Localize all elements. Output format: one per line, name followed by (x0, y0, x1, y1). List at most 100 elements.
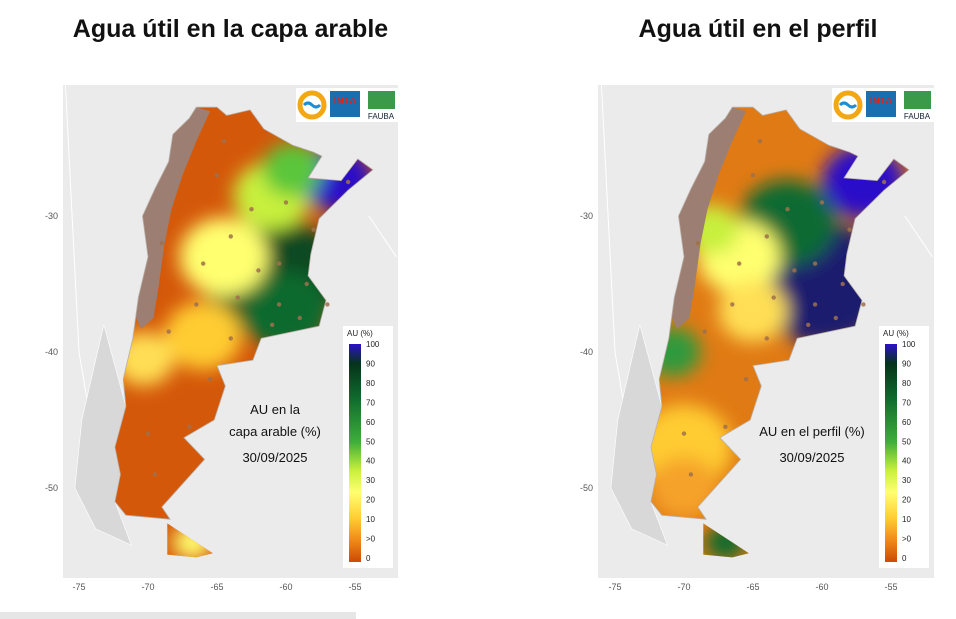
station (785, 207, 790, 212)
annotation: 30/09/2025 (242, 450, 307, 465)
logo-inta-bg (330, 91, 360, 117)
station (276, 261, 282, 266)
station (201, 261, 206, 266)
lon-tick: -55 (884, 582, 897, 592)
lat-tick: -30 (580, 211, 593, 221)
station (688, 472, 694, 477)
station (743, 377, 749, 382)
station (207, 377, 213, 382)
station (806, 322, 811, 327)
lon-tick: -60 (279, 582, 292, 592)
legend-label: 10 (366, 515, 375, 524)
lon-tick: -65 (746, 582, 759, 592)
station (152, 472, 158, 477)
annotation: AU en el perfil (%) (759, 424, 864, 439)
annotation: AU en la (250, 402, 301, 417)
station (812, 261, 818, 266)
logo-ring (833, 90, 863, 120)
station (764, 336, 769, 341)
map-title: Agua útil en el perfil (639, 15, 878, 43)
station (145, 431, 151, 436)
water-zone (262, 142, 324, 197)
legend-label: 60 (902, 418, 911, 427)
water-field (114, 142, 373, 558)
station (228, 336, 233, 341)
legend-label: 100 (366, 340, 380, 349)
legend-label: 90 (366, 359, 375, 368)
station (159, 241, 164, 246)
station (730, 302, 735, 307)
station (311, 227, 316, 232)
station (723, 424, 728, 429)
station (325, 302, 330, 307)
legend-label: 90 (902, 359, 911, 368)
map-panel: Agua útil en el perfil -30 -40 -50 -75 -70 -65… (580, 15, 934, 592)
logo-fauba: FAUBA (368, 112, 395, 121)
legend-label: 0 (366, 554, 371, 563)
legend-label: 30 (366, 476, 375, 485)
station (737, 261, 742, 266)
country-outline (114, 106, 374, 520)
station (764, 234, 769, 239)
station (304, 281, 309, 287)
annotation: 30/09/2025 (779, 450, 844, 465)
station (166, 329, 171, 334)
legend-label: 50 (902, 437, 911, 446)
annotation: capa arable (%) (229, 424, 321, 439)
lon-tick: -65 (210, 582, 223, 592)
station (695, 241, 700, 246)
water-zone (718, 280, 788, 342)
lon-tick: -70 (677, 582, 690, 592)
logo-inta: INTA (870, 96, 893, 107)
station (861, 302, 866, 307)
andes-mask (668, 107, 747, 329)
legend-label: 10 (902, 515, 911, 524)
lat-tick: -50 (580, 483, 593, 493)
legend-bar (885, 344, 897, 562)
legend-label: 70 (366, 398, 375, 407)
lon-tick: -70 (141, 582, 154, 592)
station (757, 139, 763, 144)
station (249, 207, 254, 212)
legend-label: 20 (366, 496, 375, 505)
legend-label: 40 (366, 457, 375, 466)
station (840, 281, 845, 287)
water-zone (164, 301, 242, 370)
station (847, 227, 852, 232)
legend-title: AU (%) (347, 329, 373, 338)
legend-label: 80 (902, 379, 911, 388)
station (194, 302, 199, 307)
legend-label: 30 (902, 476, 911, 485)
legend-label: 70 (902, 398, 911, 407)
station (345, 179, 351, 185)
scrollbar (0, 612, 356, 619)
lon-tick: -75 (608, 582, 621, 592)
logo-fauba: FAUBA (904, 112, 931, 121)
legend-label: >0 (902, 535, 912, 544)
lon-tick: -60 (815, 582, 828, 592)
station (228, 234, 233, 239)
station (276, 302, 282, 307)
legend-label: 40 (902, 457, 911, 466)
legend-label: 50 (366, 437, 375, 446)
station (297, 315, 302, 321)
station (221, 139, 227, 144)
legend-label: 60 (366, 418, 375, 427)
logo-inta-bg (866, 91, 896, 117)
logo-inta: INTA (334, 96, 357, 107)
country-outline (650, 106, 910, 520)
station (750, 173, 756, 178)
station (819, 200, 825, 205)
station (792, 268, 797, 273)
lat-tick: -50 (45, 483, 58, 493)
legend-label: 80 (366, 379, 375, 388)
logo-fauba-bg (904, 91, 931, 109)
lon-tick: -75 (72, 582, 85, 592)
lon-tick: -55 (348, 582, 361, 592)
legend-label: >0 (366, 535, 376, 544)
station (812, 302, 818, 307)
lat-tick: -40 (45, 347, 58, 357)
station (270, 322, 275, 327)
